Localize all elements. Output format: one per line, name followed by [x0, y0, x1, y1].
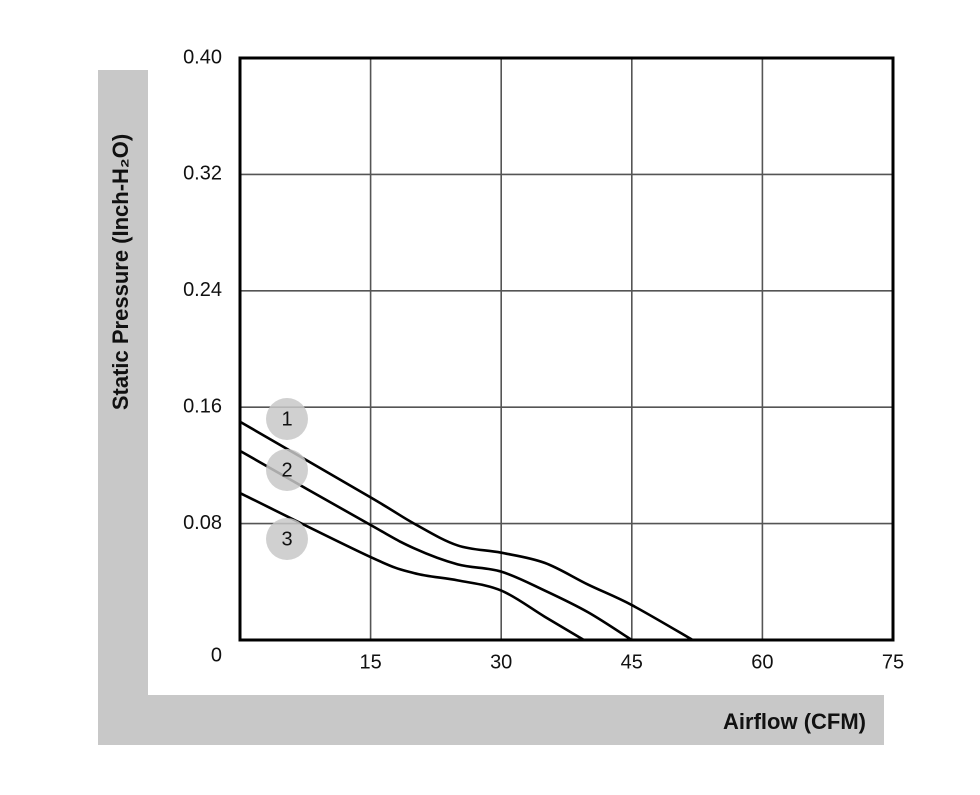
plot-frame: [238, 56, 895, 642]
legend-label: 3: [281, 528, 292, 550]
legend-badge: [266, 398, 308, 440]
x-tick-label: 15: [359, 651, 381, 673]
y-tick-label: 0.40: [183, 46, 222, 68]
x-tick-label: 75: [882, 651, 904, 673]
x-tick-label: 60: [751, 651, 773, 673]
y-tick-label: 0.08: [183, 512, 222, 534]
y-axis-label: Static Pressure (Inch-H₂O): [108, 134, 133, 410]
curve: [239, 491, 585, 642]
axis-band: [98, 695, 884, 745]
x-tick-label: 45: [621, 651, 643, 673]
y-tick-label: 0: [211, 644, 222, 666]
x-axis-label: Airflow (CFM): [723, 709, 866, 734]
legend-label: 1: [281, 408, 292, 430]
legend-badge: [266, 449, 308, 491]
curve: [239, 420, 694, 642]
legend-badge: [266, 518, 308, 560]
curve: [239, 449, 633, 642]
y-tick-label: 0.24: [183, 279, 222, 301]
legend-label: 2: [281, 459, 292, 481]
axis-band: [98, 70, 148, 745]
y-tick-label: 0.32: [183, 163, 222, 185]
x-tick-label: 30: [490, 651, 512, 673]
y-tick-label: 0.16: [183, 395, 222, 417]
